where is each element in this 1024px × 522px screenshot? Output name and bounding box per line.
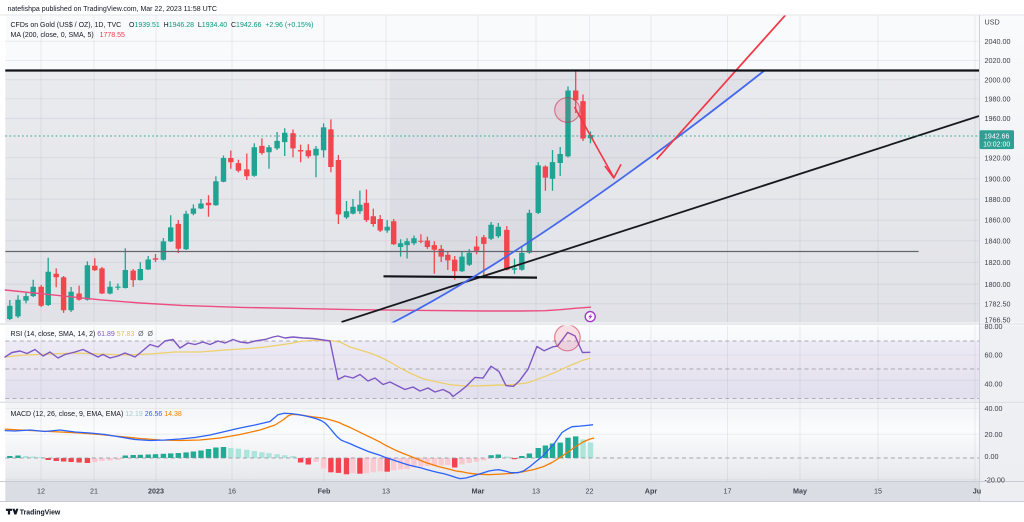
- svg-text:13: 13: [382, 487, 390, 496]
- svg-text:1942.66: 1942.66: [984, 133, 1009, 140]
- svg-text:60.00: 60.00: [985, 351, 1003, 360]
- svg-text:USD: USD: [985, 17, 1000, 26]
- svg-text:40.00: 40.00: [985, 379, 1003, 388]
- svg-text:80.00: 80.00: [985, 322, 1003, 331]
- svg-text:22: 22: [586, 487, 594, 496]
- svg-text:12: 12: [37, 487, 45, 496]
- svg-text:Mar: Mar: [472, 487, 485, 496]
- svg-text:Ju: Ju: [973, 487, 981, 496]
- svg-text:natefishpa published on Tradin: natefishpa published on TradingView.com,…: [8, 6, 217, 13]
- svg-text:1800.00: 1800.00: [985, 280, 1011, 289]
- svg-text:MA (200, close, 0, SMA, 5) 1: MA (200, close, 0, SMA, 5) 1778.55: [11, 32, 126, 39]
- svg-text:MACD (12, 26, close, 9, EMA, E: MACD (12, 26, close, 9, EMA, EMA) 12.19 …: [11, 411, 182, 418]
- svg-text:17: 17: [724, 487, 732, 496]
- svg-text:1960.00: 1960.00: [985, 114, 1011, 123]
- svg-text:16: 16: [228, 487, 236, 496]
- svg-text:-20.00: -20.00: [985, 475, 1005, 484]
- svg-text:15: 15: [874, 487, 882, 496]
- svg-text:21: 21: [90, 487, 98, 496]
- svg-text:CFDs on Gold (US$ / OZ), 1D, T: CFDs on Gold (US$ / OZ), 1D, TVC O1939.5…: [11, 22, 314, 29]
- svg-text:20.00: 20.00: [985, 430, 1003, 439]
- svg-text:1782.50: 1782.50: [985, 299, 1011, 308]
- svg-text:Apr: Apr: [645, 487, 658, 496]
- svg-text:1860.00: 1860.00: [985, 216, 1011, 225]
- svg-text:Feb: Feb: [318, 487, 331, 496]
- svg-text:2023: 2023: [148, 487, 164, 496]
- svg-text:1920.00: 1920.00: [985, 153, 1011, 162]
- svg-text:2040.00: 2040.00: [985, 37, 1011, 46]
- svg-text:2000.00: 2000.00: [985, 75, 1011, 84]
- svg-text:2020.00: 2020.00: [985, 56, 1011, 65]
- svg-text:1766.50: 1766.50: [985, 315, 1011, 324]
- svg-text:TradingView: TradingView: [20, 509, 61, 516]
- svg-text:1980.00: 1980.00: [985, 94, 1011, 103]
- svg-text:10:02:00: 10:02:00: [983, 142, 1010, 149]
- svg-text:1840.00: 1840.00: [985, 237, 1011, 246]
- svg-text:1900.00: 1900.00: [985, 174, 1011, 183]
- svg-text:1880.00: 1880.00: [985, 195, 1011, 204]
- svg-text:1820.00: 1820.00: [985, 258, 1011, 267]
- svg-text:RSI (14, close, SMA, 14, 2) 61: RSI (14, close, SMA, 14, 2) 61.89 57.83 …: [11, 331, 154, 338]
- svg-text:13: 13: [532, 487, 540, 496]
- svg-text:40.00: 40.00: [985, 404, 1003, 413]
- svg-text:May: May: [793, 487, 807, 496]
- svg-text:0.00: 0.00: [985, 452, 999, 461]
